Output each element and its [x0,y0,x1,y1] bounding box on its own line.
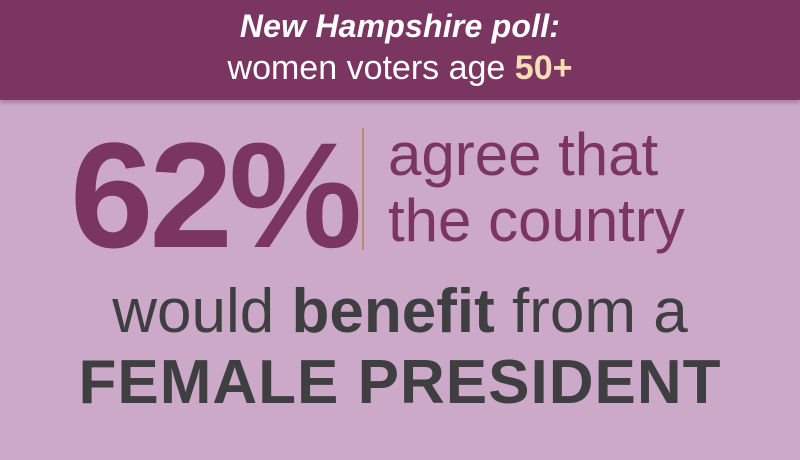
stat-description: agree that the country [388,122,685,254]
stat-description-line-2: the country [388,187,685,254]
age-highlight: 50+ [514,49,573,87]
statement-line-1: would benefit from a [0,276,800,348]
statement-word-from-a: from a [511,277,688,346]
statement-word-would: would [112,277,275,346]
vertical-divider [362,128,364,250]
subtitle-text: women voters age [227,49,506,87]
statement-emphasis-benefit: benefit [291,277,495,346]
statement-line-2: FEMALE PRESIDENT [0,346,800,420]
header-banner: New Hampshire poll: women voters age 50+ [0,0,800,100]
poll-subtitle: women voters age 50+ [0,46,800,90]
statement-emphasis-female-president: FEMALE PRESIDENT [78,348,722,417]
stat-description-line-1: agree that [388,121,659,188]
poll-title: New Hampshire poll: [239,8,561,44]
stat-percentage: 62% [70,111,362,279]
